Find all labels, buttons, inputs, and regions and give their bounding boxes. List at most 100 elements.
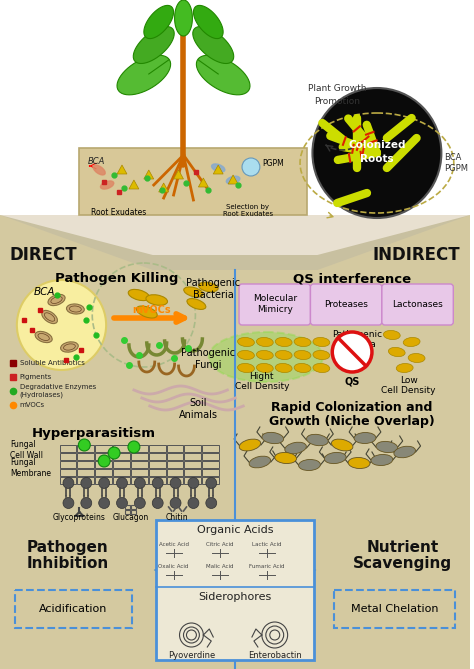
Text: Selection by
Root Exudates: Selection by Root Exudates: [223, 203, 273, 217]
Circle shape: [117, 478, 128, 488]
Ellipse shape: [299, 460, 320, 470]
Bar: [184, 461, 201, 468]
Text: Chitin: Chitin: [165, 513, 188, 522]
Ellipse shape: [226, 176, 240, 184]
Ellipse shape: [262, 432, 283, 444]
Polygon shape: [196, 55, 250, 95]
Polygon shape: [0, 215, 470, 270]
Polygon shape: [235, 530, 317, 615]
Polygon shape: [199, 178, 208, 187]
Ellipse shape: [285, 442, 307, 454]
Text: BCA: BCA: [34, 287, 55, 297]
Text: Roots: Roots: [360, 154, 394, 164]
Bar: [149, 461, 165, 468]
Bar: [113, 445, 130, 452]
Polygon shape: [117, 55, 171, 95]
Bar: [0, 0, 470, 215]
Ellipse shape: [294, 337, 311, 347]
Text: Metal Chelation: Metal Chelation: [351, 604, 438, 614]
Text: Fungal
Cell Wall: Fungal Cell Wall: [10, 440, 43, 460]
Polygon shape: [159, 183, 169, 192]
Text: Oxalic Acid: Oxalic Acid: [158, 564, 189, 569]
Text: Pathogenic
Bacteria: Pathogenic Bacteria: [186, 278, 240, 300]
Bar: [60, 445, 76, 452]
Bar: [131, 477, 148, 484]
Ellipse shape: [66, 304, 84, 314]
Ellipse shape: [100, 181, 114, 189]
Text: DIRECT: DIRECT: [10, 246, 78, 264]
Text: Growth (Niche Overlap): Growth (Niche Overlap): [269, 415, 435, 428]
Polygon shape: [0, 215, 470, 255]
Bar: [131, 461, 148, 468]
Text: BCA: BCA: [444, 153, 462, 161]
Bar: [95, 453, 112, 460]
Text: mVOCs: mVOCs: [20, 402, 45, 408]
Circle shape: [135, 478, 146, 488]
Bar: [202, 469, 219, 476]
Bar: [167, 445, 183, 452]
Ellipse shape: [128, 290, 149, 300]
Circle shape: [117, 498, 128, 508]
Text: Root Exudates: Root Exudates: [91, 207, 146, 217]
Bar: [131, 453, 148, 460]
Bar: [77, 453, 94, 460]
Ellipse shape: [249, 456, 271, 468]
Text: Colonized: Colonized: [348, 140, 406, 150]
Bar: [202, 461, 219, 468]
Circle shape: [63, 478, 74, 488]
Polygon shape: [243, 162, 253, 171]
Text: Malic Acid: Malic Acid: [207, 564, 234, 569]
Bar: [131, 505, 136, 509]
Ellipse shape: [237, 363, 255, 373]
Ellipse shape: [324, 452, 346, 464]
Bar: [202, 445, 219, 452]
Circle shape: [242, 158, 260, 176]
Text: Molecular
Mimicry: Molecular Mimicry: [253, 294, 297, 314]
Text: Rapid Colonization and: Rapid Colonization and: [272, 401, 433, 414]
Text: Soil
Animals: Soil Animals: [179, 398, 218, 419]
Circle shape: [108, 447, 120, 459]
Circle shape: [63, 498, 74, 508]
Text: QS: QS: [345, 376, 360, 386]
Ellipse shape: [137, 306, 157, 318]
Text: Pyoverdine: Pyoverdine: [168, 651, 215, 660]
Ellipse shape: [294, 351, 311, 359]
Text: mVOCs: mVOCs: [132, 305, 171, 315]
Circle shape: [206, 498, 217, 508]
Ellipse shape: [209, 332, 323, 382]
Text: Pathogenic
Fungi: Pathogenic Fungi: [181, 348, 236, 369]
Text: BCA: BCA: [87, 157, 105, 165]
Ellipse shape: [237, 351, 255, 359]
Ellipse shape: [307, 434, 328, 446]
Text: Glucagon: Glucagon: [113, 513, 149, 522]
Text: Nutrient: Nutrient: [366, 540, 439, 555]
Circle shape: [81, 478, 92, 488]
Bar: [167, 469, 183, 476]
Polygon shape: [174, 0, 192, 36]
FancyBboxPatch shape: [79, 148, 308, 215]
Ellipse shape: [146, 295, 167, 305]
Circle shape: [206, 478, 217, 488]
Text: Lactonases: Lactonases: [392, 300, 443, 308]
Text: Pathogen: Pathogen: [27, 540, 109, 555]
Bar: [60, 469, 76, 476]
Ellipse shape: [354, 432, 376, 444]
Ellipse shape: [313, 363, 330, 373]
Polygon shape: [213, 165, 223, 174]
Polygon shape: [117, 165, 127, 174]
Text: INDIRECT: INDIRECT: [373, 246, 460, 264]
Text: Citric Acid: Citric Acid: [207, 542, 234, 547]
Text: Fumaric Acid: Fumaric Acid: [249, 564, 284, 569]
Text: Glycoproteins: Glycoproteins: [53, 513, 106, 522]
Ellipse shape: [199, 282, 218, 292]
Polygon shape: [144, 170, 154, 179]
Bar: [167, 453, 183, 460]
Bar: [113, 461, 130, 468]
Text: Inhibition: Inhibition: [27, 556, 109, 571]
Bar: [184, 453, 201, 460]
Ellipse shape: [376, 442, 398, 452]
FancyBboxPatch shape: [382, 284, 453, 325]
Text: Pathogen Killing: Pathogen Killing: [55, 272, 179, 285]
Bar: [149, 445, 165, 452]
Text: Siderophores: Siderophores: [199, 592, 272, 602]
